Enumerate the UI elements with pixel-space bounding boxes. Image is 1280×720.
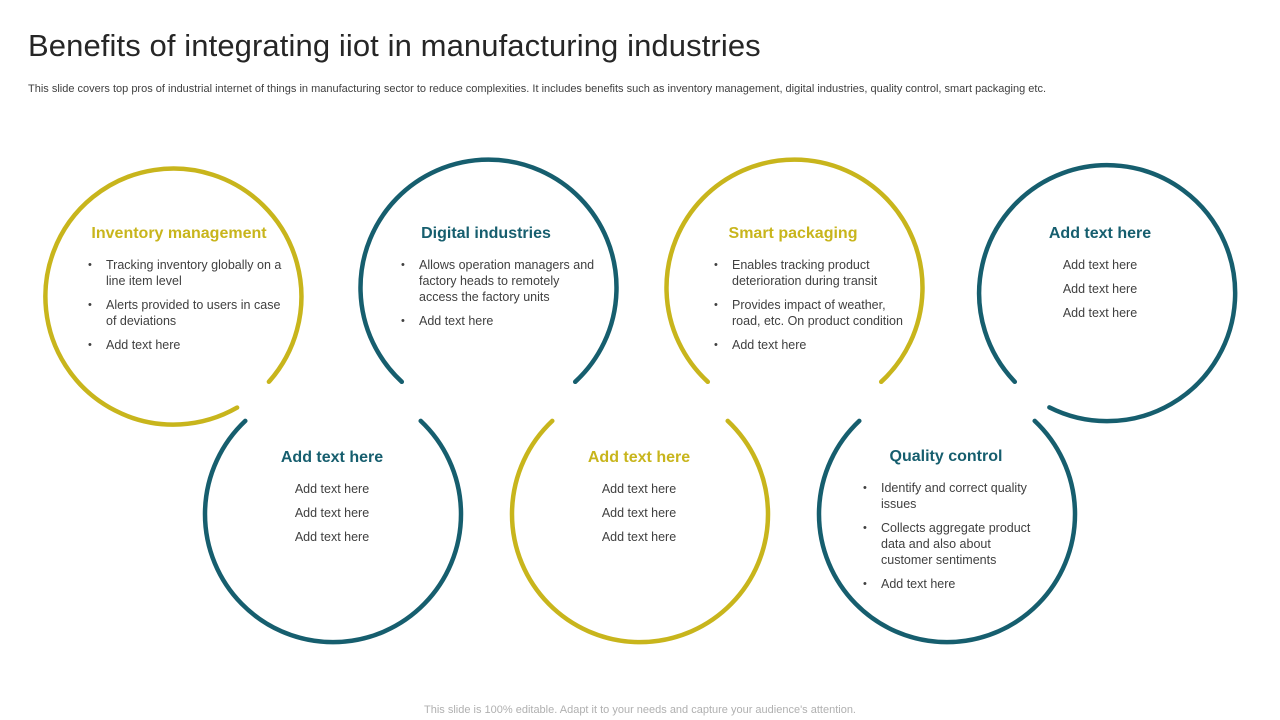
slide-title: Benefits of integrating iiot in manufact… [28,28,761,63]
text-line: Add text here [294,530,370,544]
card-heading: Add text here [587,449,691,466]
bullet-item: Enables tracking product deterioration d… [712,257,908,289]
ring-inventory-management [43,166,304,427]
text-line: Add text here [1062,282,1138,296]
text-line: Add text here [1062,306,1138,320]
ring-add-text-bottom-left [202,418,464,645]
text-line: Add text here [601,530,677,544]
ring-digital-industries [358,157,619,385]
card-add-text-top-right: Add text here Add text here Add text her… [985,225,1215,329]
card-add-text-bottom-middle: Add text here Add text here Add text her… [524,449,754,553]
card-inventory-management: Inventory management Tracking inventory … [64,225,294,361]
slide-subtitle: This slide covers top pros of industrial… [28,83,1047,95]
card-heading: Quality control [889,448,1003,465]
card-quality-control: Quality control Identify and correct qua… [831,448,1061,600]
bullet-item: Provides impact of weather, road, etc. O… [712,297,908,329]
text-line: Add text here [1062,258,1138,272]
text-line: Add text here [601,506,677,520]
bullet-item: Tracking inventory globally on a line it… [86,257,294,289]
card-heading: Smart packaging [728,225,858,242]
bullet-item: Identify and correct quality issues [861,480,1031,512]
card-add-text-bottom-left: Add text here Add text here Add text her… [217,449,447,553]
card-heading: Add text here [1048,225,1152,242]
text-line: Add text here [601,482,677,496]
slide-footer-note: This slide is 100% editable. Adapt it to… [424,704,856,716]
bullet-item: Collects aggregate product data and also… [861,520,1031,568]
bullet-item: Alerts provided to users in case of devi… [86,297,294,329]
bullet-list: Identify and correct quality issues Coll… [831,480,1061,592]
bullet-list: Enables tracking product deterioration d… [678,257,908,353]
text-line: Add text here [294,506,370,520]
ring-quality-control [816,418,1078,645]
bullet-item: Add text here [861,576,1031,592]
card-smart-packaging: Smart packaging Enables tracking product… [678,225,908,361]
ring-add-text-bottom-middle [509,418,771,645]
card-heading: Digital industries [421,225,551,242]
bullet-item: Add text here [399,313,601,329]
bullet-list: Allows operation managers and factory he… [371,257,601,329]
bullet-item: Allows operation managers and factory he… [399,257,601,305]
ring-smart-packaging [664,157,925,385]
bullet-item: Add text here [86,337,294,353]
text-line: Add text here [294,482,370,496]
card-heading: Inventory management [91,225,267,242]
bullet-item: Add text here [712,337,908,353]
card-heading: Add text here [280,449,384,466]
bullet-list: Tracking inventory globally on a line it… [64,257,294,353]
ring-add-text-top-right [976,162,1238,424]
card-digital-industries: Digital industries Allows operation mana… [371,225,601,337]
